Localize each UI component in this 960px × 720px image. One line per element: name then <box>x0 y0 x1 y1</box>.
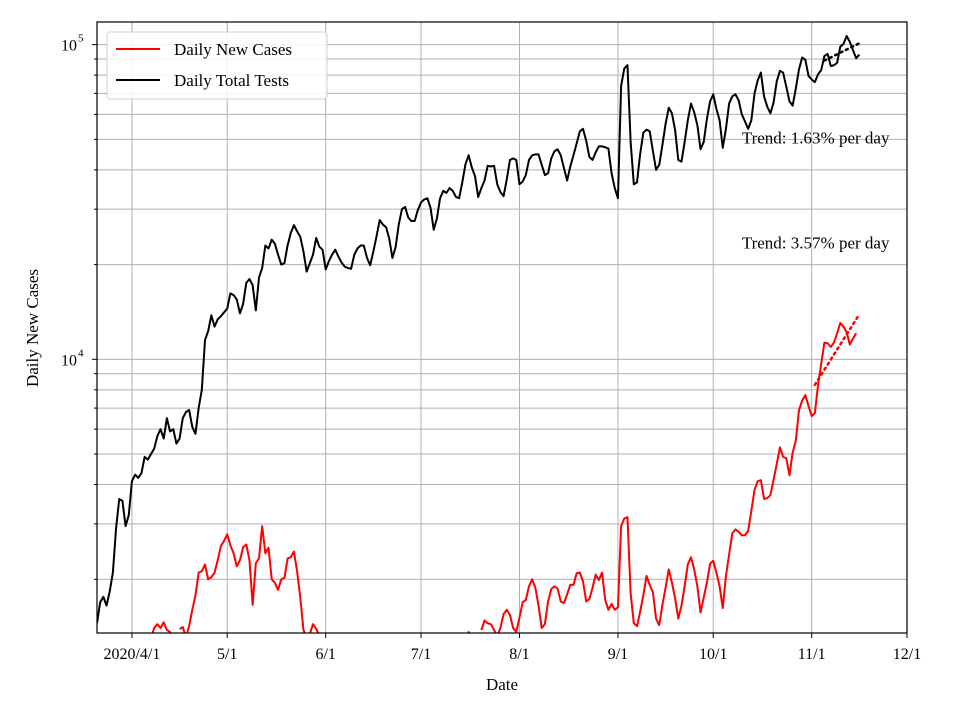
legend: Daily New Cases Daily Total Tests <box>106 31 328 100</box>
legend-box <box>106 31 328 100</box>
x-tick-label: 5/1 <box>217 646 237 663</box>
x-tick-label: 2020/4/1 <box>103 646 160 663</box>
y-tick-label-exponent: 5 <box>78 33 84 45</box>
trend-annotation: Trend: 3.57% per day <box>742 233 890 252</box>
series-layer <box>97 35 861 633</box>
plot-frame <box>96 21 908 634</box>
y-tick-label: 10 <box>61 38 77 55</box>
x-tick-label: 8/1 <box>509 646 529 663</box>
x-tick-label: 11/1 <box>798 646 826 663</box>
tick-labels: 2020/4/1 5/1 6/1 7/1 8/1 9/1 10/1 11/1 12/110 410… <box>61 33 921 663</box>
grid-lines <box>97 22 908 633</box>
x-tick-label: 12/1 <box>893 646 921 663</box>
y-tick-label: 10 <box>61 352 77 369</box>
annotations: Trend: 1.63% per day Trend: 3.57% per day <box>742 129 890 253</box>
tick-marks <box>92 44 908 638</box>
legend-label-daily-new-cases: Daily New Cases <box>174 40 292 59</box>
legend-label-daily-total-tests: Daily Total Tests <box>174 71 289 90</box>
x-tick-label: 7/1 <box>411 646 431 663</box>
series-line-daily-total-tests <box>97 35 861 624</box>
series-line-daily-new-cases <box>151 621 172 633</box>
trend-annotation: Trend: 1.63% per day <box>742 129 890 148</box>
x-axis-title: Date <box>486 675 518 694</box>
x-tick-label: 10/1 <box>699 646 727 663</box>
x-tick-label: 9/1 <box>608 646 628 663</box>
y-tick-label-exponent: 4 <box>78 347 84 359</box>
series-line-daily-new-cases <box>179 525 320 633</box>
x-tick-label: 6/1 <box>315 646 335 663</box>
series-line-daily-new-cases <box>480 321 858 633</box>
y-axis-title: Daily New Cases <box>23 269 42 387</box>
trendline-daily-total-tests <box>823 42 861 62</box>
trendline-daily-new-cases <box>813 313 861 387</box>
